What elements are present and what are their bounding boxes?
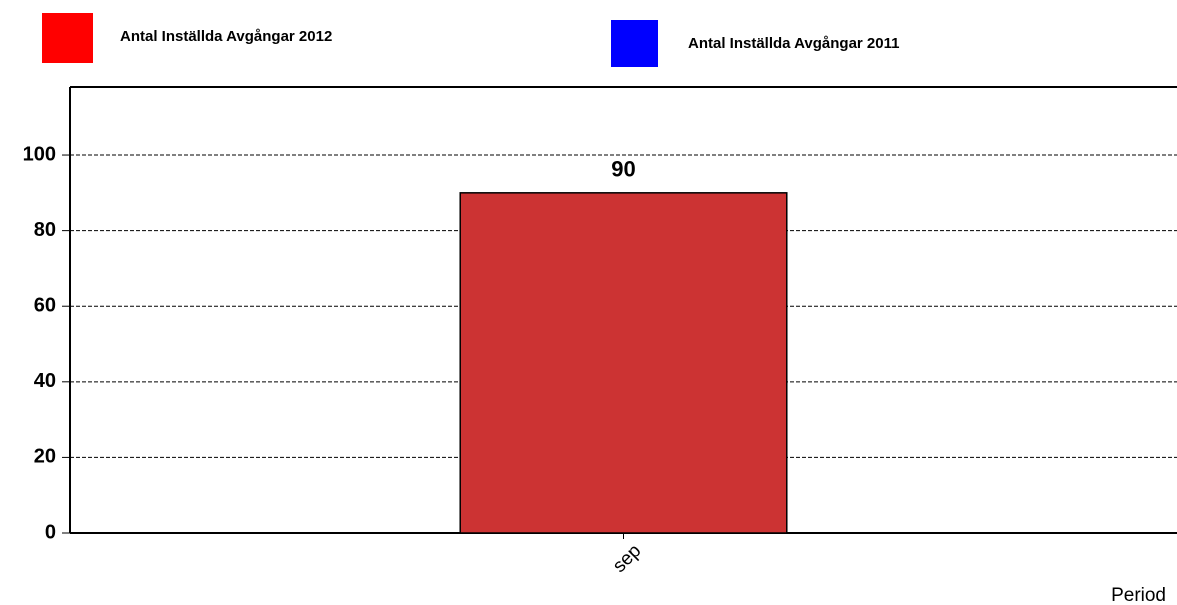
y-tick-label: 40 xyxy=(34,370,56,392)
y-tick-label: 60 xyxy=(34,295,56,317)
x-axis-label: Period xyxy=(1111,585,1166,605)
value-label: 90 xyxy=(611,157,635,182)
legend-label: Antal Inställda Avgångar 2012 xyxy=(120,28,332,45)
legend-label: Antal Inställda Avgångar 2011 xyxy=(688,35,899,52)
x-tick-label: sep xyxy=(609,540,646,577)
bar xyxy=(459,192,788,534)
legend-swatch xyxy=(42,13,93,63)
y-tick-label: 0 xyxy=(45,521,56,543)
legend-swatch xyxy=(611,20,658,67)
y-tick-label: 100 xyxy=(23,143,56,165)
y-tick-label: 80 xyxy=(34,219,56,241)
y-tick-label: 20 xyxy=(34,446,56,468)
